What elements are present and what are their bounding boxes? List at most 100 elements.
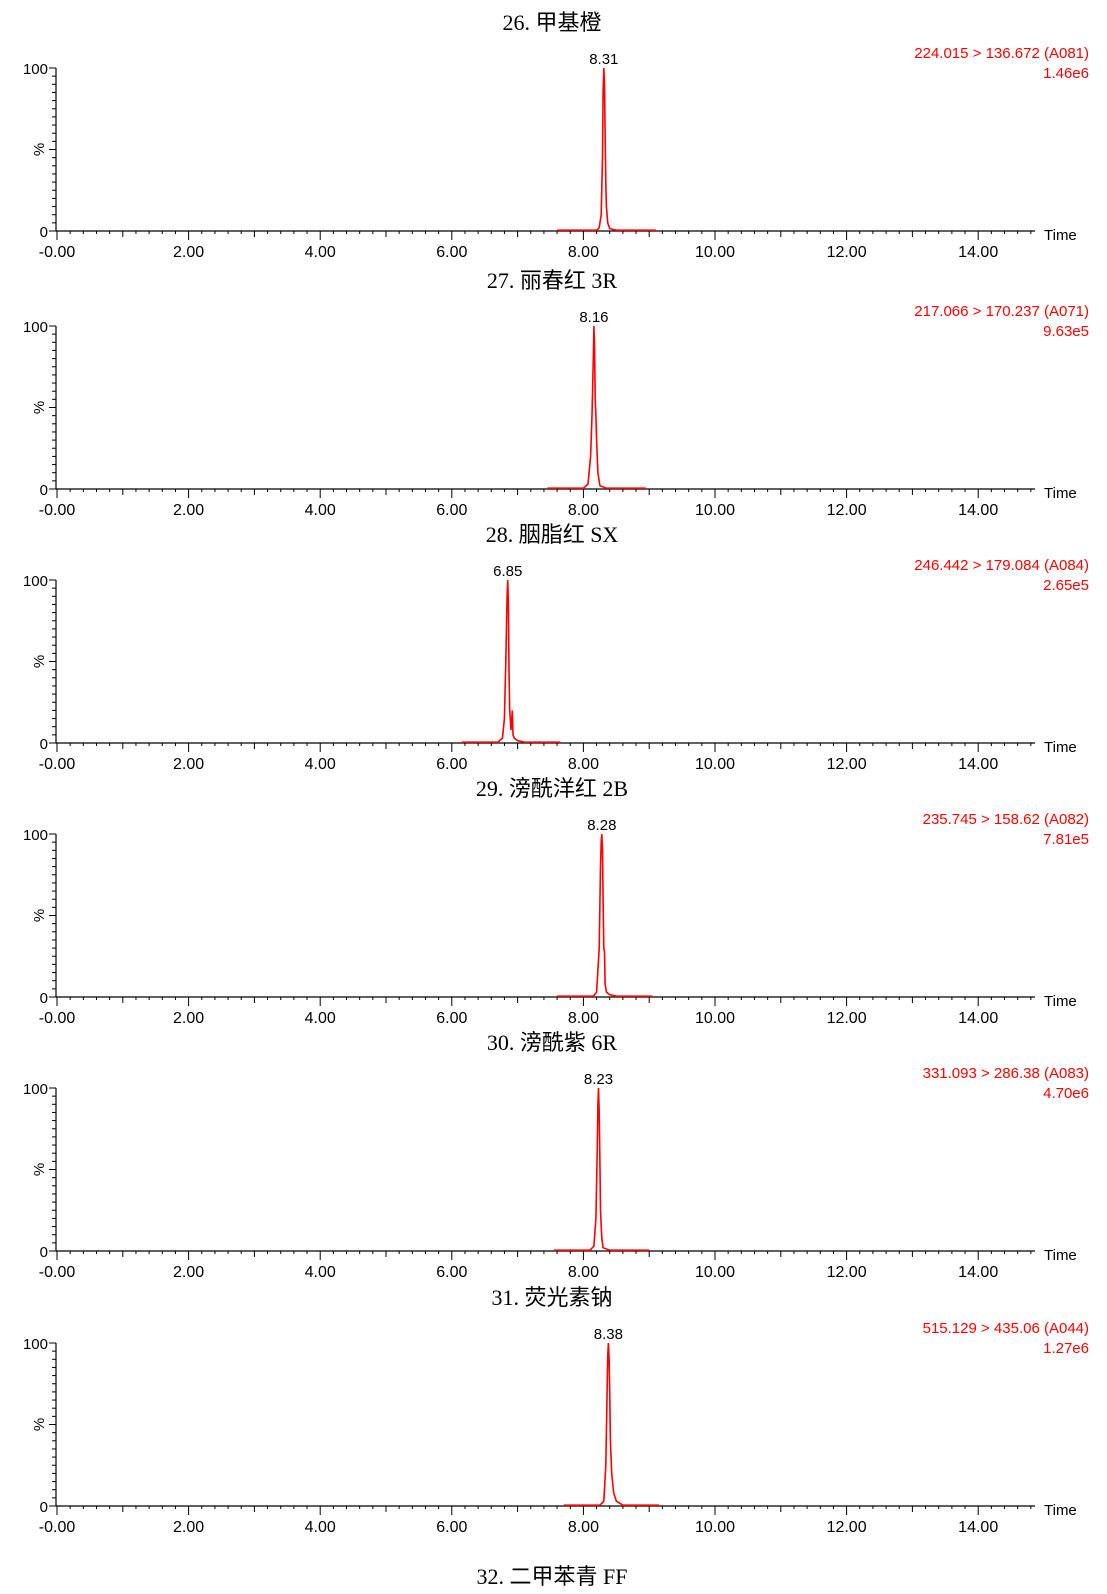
x-tick-label: 12.00 (827, 1010, 867, 1027)
mrm-transition: 217.066 > 170.237 (A071) (914, 303, 1089, 320)
y-tick-label: 100 (23, 61, 48, 78)
x-tick-label: 8.00 (568, 1264, 599, 1281)
x-tick-label: 10.00 (695, 502, 735, 519)
mrm-transition: 331.093 > 286.38 (A083) (923, 1065, 1089, 1082)
chromatogram-trace (557, 67, 656, 231)
chart-panel: 26. 甲基橙 100 0% -0.00 2.00 4.00 6.00 8.00 10.00 12… (23, 10, 1089, 261)
chart-title: 26. 甲基橙 (502, 10, 601, 35)
mrm-transition: 246.442 > 179.084 (A084) (914, 557, 1089, 574)
chart-panel: 31. 荧光素钠 100 0% -0.00 2.00 4.00 6.00 8.00 10.00 1… (23, 1285, 1089, 1536)
x-tick-label: 4.00 (305, 244, 336, 261)
y-axis-label: % (31, 909, 48, 922)
x-tick-label: 6.00 (436, 502, 467, 519)
x-tick-label: 14.00 (958, 1010, 998, 1027)
chromatogram-trace (557, 833, 653, 997)
x-axis-label: Time (1044, 485, 1077, 502)
intensity-label: 1.46e6 (1043, 65, 1089, 82)
y-axis-label: % (31, 143, 48, 156)
mrm-transition: 224.015 > 136.672 (A081) (914, 45, 1089, 62)
chart-title: 27. 丽春红 3R (487, 268, 618, 293)
x-axis-label: Time (1044, 1502, 1077, 1519)
y-tick-label: 0 (40, 224, 48, 241)
y-axis-label: % (31, 655, 48, 668)
x-axis-label: Time (1044, 227, 1077, 244)
chromatogram-trace (553, 1087, 650, 1251)
x-tick-label: 6.00 (436, 244, 467, 261)
peak-label: 8.16 (579, 309, 608, 326)
x-tick-label: 12.00 (827, 502, 867, 519)
x-tick-label: -0.00 (39, 502, 76, 519)
x-tick-label: 10.00 (695, 1264, 735, 1281)
x-tick-label: 6.00 (436, 1264, 467, 1281)
peak-label: 8.31 (589, 51, 618, 68)
x-tick-label: 2.00 (173, 756, 204, 773)
chromatogram-trace (547, 325, 646, 489)
y-tick-label: 0 (40, 990, 48, 1007)
peak-label: 6.85 (493, 563, 522, 580)
y-tick-label: 100 (23, 1081, 48, 1098)
x-tick-label: 4.00 (305, 756, 336, 773)
x-tick-label: 2.00 (173, 502, 204, 519)
x-tick-label: 2.00 (173, 1264, 204, 1281)
chromatogram-trace (563, 1342, 660, 1506)
x-tick-label: 4.00 (305, 1264, 336, 1281)
intensity-label: 2.65e5 (1043, 577, 1089, 594)
intensity-label: 4.70e6 (1043, 1085, 1089, 1102)
y-tick-label: 100 (23, 573, 48, 590)
x-tick-label: 4.00 (305, 1010, 336, 1027)
x-axis-label: Time (1044, 739, 1077, 756)
x-tick-label: 12.00 (827, 756, 867, 773)
chart-panel: 30. 滂酰紫 6R 100 0% -0.00 2.00 4.00 6.00 8.00 10.0… (23, 1030, 1089, 1281)
y-tick-label: 100 (23, 319, 48, 336)
x-tick-label: 10.00 (695, 1010, 735, 1027)
x-tick-label: 12.00 (827, 244, 867, 261)
x-tick-label: 14.00 (958, 1264, 998, 1281)
x-tick-label: 2.00 (173, 1010, 204, 1027)
intensity-label: 7.81e5 (1043, 831, 1089, 848)
chart-title: 28. 胭脂红 SX (486, 522, 619, 547)
y-axis-label: % (31, 1163, 48, 1176)
x-tick-label: -0.00 (39, 1519, 76, 1536)
x-tick-label: 12.00 (827, 1519, 867, 1536)
x-tick-label: 4.00 (305, 1519, 336, 1536)
peak-label: 8.28 (587, 817, 616, 834)
mrm-transition: 235.745 > 158.62 (A082) (923, 811, 1089, 828)
x-tick-label: 6.00 (436, 1010, 467, 1027)
x-tick-label: 8.00 (568, 1010, 599, 1027)
y-tick-label: 0 (40, 736, 48, 753)
y-tick-label: 0 (40, 1499, 48, 1516)
y-axis-label: % (31, 1418, 48, 1431)
x-tick-label: 8.00 (568, 502, 599, 519)
x-tick-label: 8.00 (568, 1519, 599, 1536)
x-tick-label: 6.00 (436, 1519, 467, 1536)
x-tick-label: 14.00 (958, 756, 998, 773)
x-tick-label: 4.00 (305, 502, 336, 519)
x-tick-label: 8.00 (568, 756, 599, 773)
x-axis-label: Time (1044, 993, 1077, 1010)
y-tick-label: 100 (23, 1336, 48, 1353)
x-tick-label: 14.00 (958, 244, 998, 261)
chart-panel: 29. 滂酰洋红 2B 100 0% -0.00 2.00 4.00 6.00 8.00 10.… (23, 776, 1089, 1027)
x-tick-label: -0.00 (39, 1264, 76, 1281)
x-tick-label: 6.00 (436, 756, 467, 773)
x-tick-label: 14.00 (958, 1519, 998, 1536)
x-tick-label: 14.00 (958, 502, 998, 519)
chromatogram-trace (461, 579, 561, 743)
x-tick-label: 12.00 (827, 1264, 867, 1281)
mrm-transition: 515.129 > 435.06 (A044) (923, 1320, 1089, 1337)
chart-title: 30. 滂酰紫 6R (487, 1030, 618, 1055)
x-tick-label: -0.00 (39, 244, 76, 261)
chart-panel: 28. 胭脂红 SX 100 0% -0.00 2.00 4.00 6.00 8.00 10.0… (23, 522, 1089, 773)
x-tick-label: 10.00 (695, 756, 735, 773)
chart-panel: 27. 丽春红 3R 100 0% -0.00 2.00 4.00 6.00 8.00 10.0… (23, 268, 1089, 519)
x-axis-label: Time (1044, 1247, 1077, 1264)
y-tick-label: 0 (40, 482, 48, 499)
y-axis-label: % (31, 401, 48, 414)
x-tick-label: 10.00 (695, 1519, 735, 1536)
chart-title: 31. 荧光素钠 (491, 1285, 612, 1310)
intensity-label: 1.27e6 (1043, 1340, 1089, 1357)
x-tick-label: 2.00 (173, 1519, 204, 1536)
y-tick-label: 0 (40, 1244, 48, 1261)
